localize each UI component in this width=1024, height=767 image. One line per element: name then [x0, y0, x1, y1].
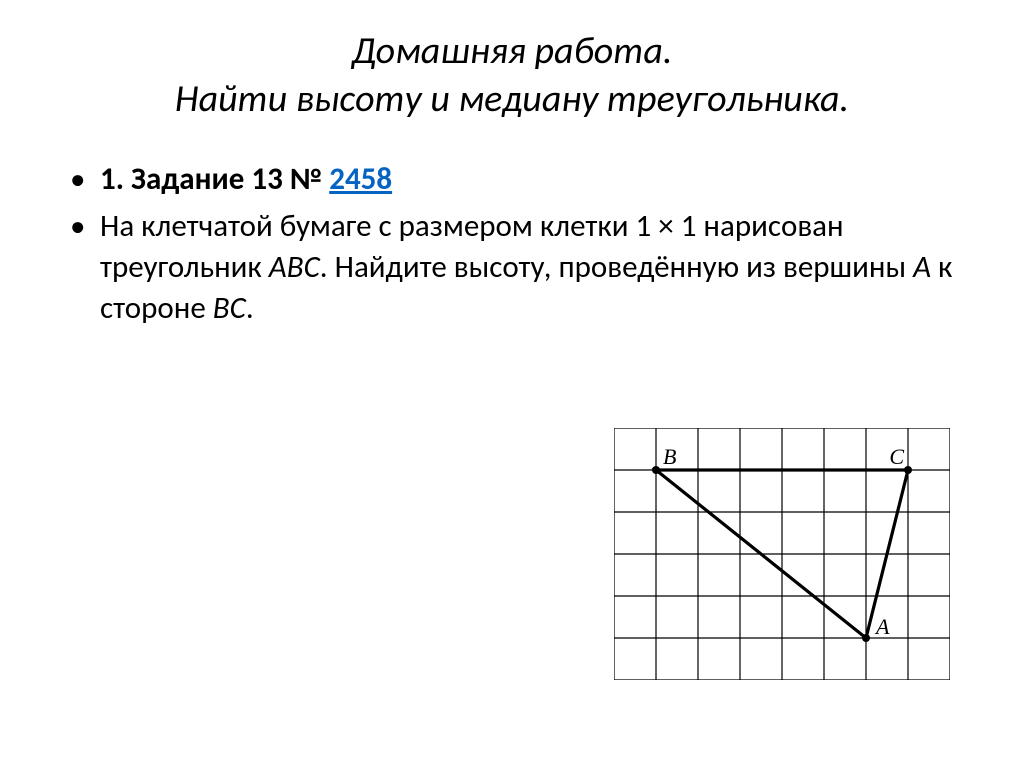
grid-triangle-svg: B C A [614, 428, 950, 680]
triangle-name: ABC [269, 248, 320, 286]
title-trailing-dot: . [839, 76, 849, 122]
slide-title: Домашняя работа. Найти высоту и медиану … [60, 28, 964, 123]
svg-text:A: A [874, 614, 890, 639]
vertex-a: A [913, 248, 931, 286]
task-number-link[interactable]: 2458 [329, 160, 392, 198]
figure: B C A [614, 428, 950, 680]
problem-end: . [246, 289, 254, 327]
problem-text: На клетчатой бумаге с размером клетки 1 … [66, 206, 964, 329]
task-line: 1. Задание 13 № 2458 [66, 159, 964, 200]
svg-text:C: C [889, 444, 904, 469]
task-label: 1. Задание 13 № [100, 160, 329, 198]
title-line1: Домашняя работа. [351, 28, 672, 74]
body-list: 1. Задание 13 № 2458 На клетчатой бумаге… [60, 159, 964, 329]
side-bc: BC [213, 289, 246, 327]
svg-text:B: B [663, 444, 676, 469]
slide: Домашняя работа. Найти высоту и медиану … [0, 0, 1024, 767]
problem-mid: . Найдите высоту, проведённую из вершины [320, 248, 913, 286]
title-line2: Найти высоту и медиану треугольника [175, 76, 840, 122]
